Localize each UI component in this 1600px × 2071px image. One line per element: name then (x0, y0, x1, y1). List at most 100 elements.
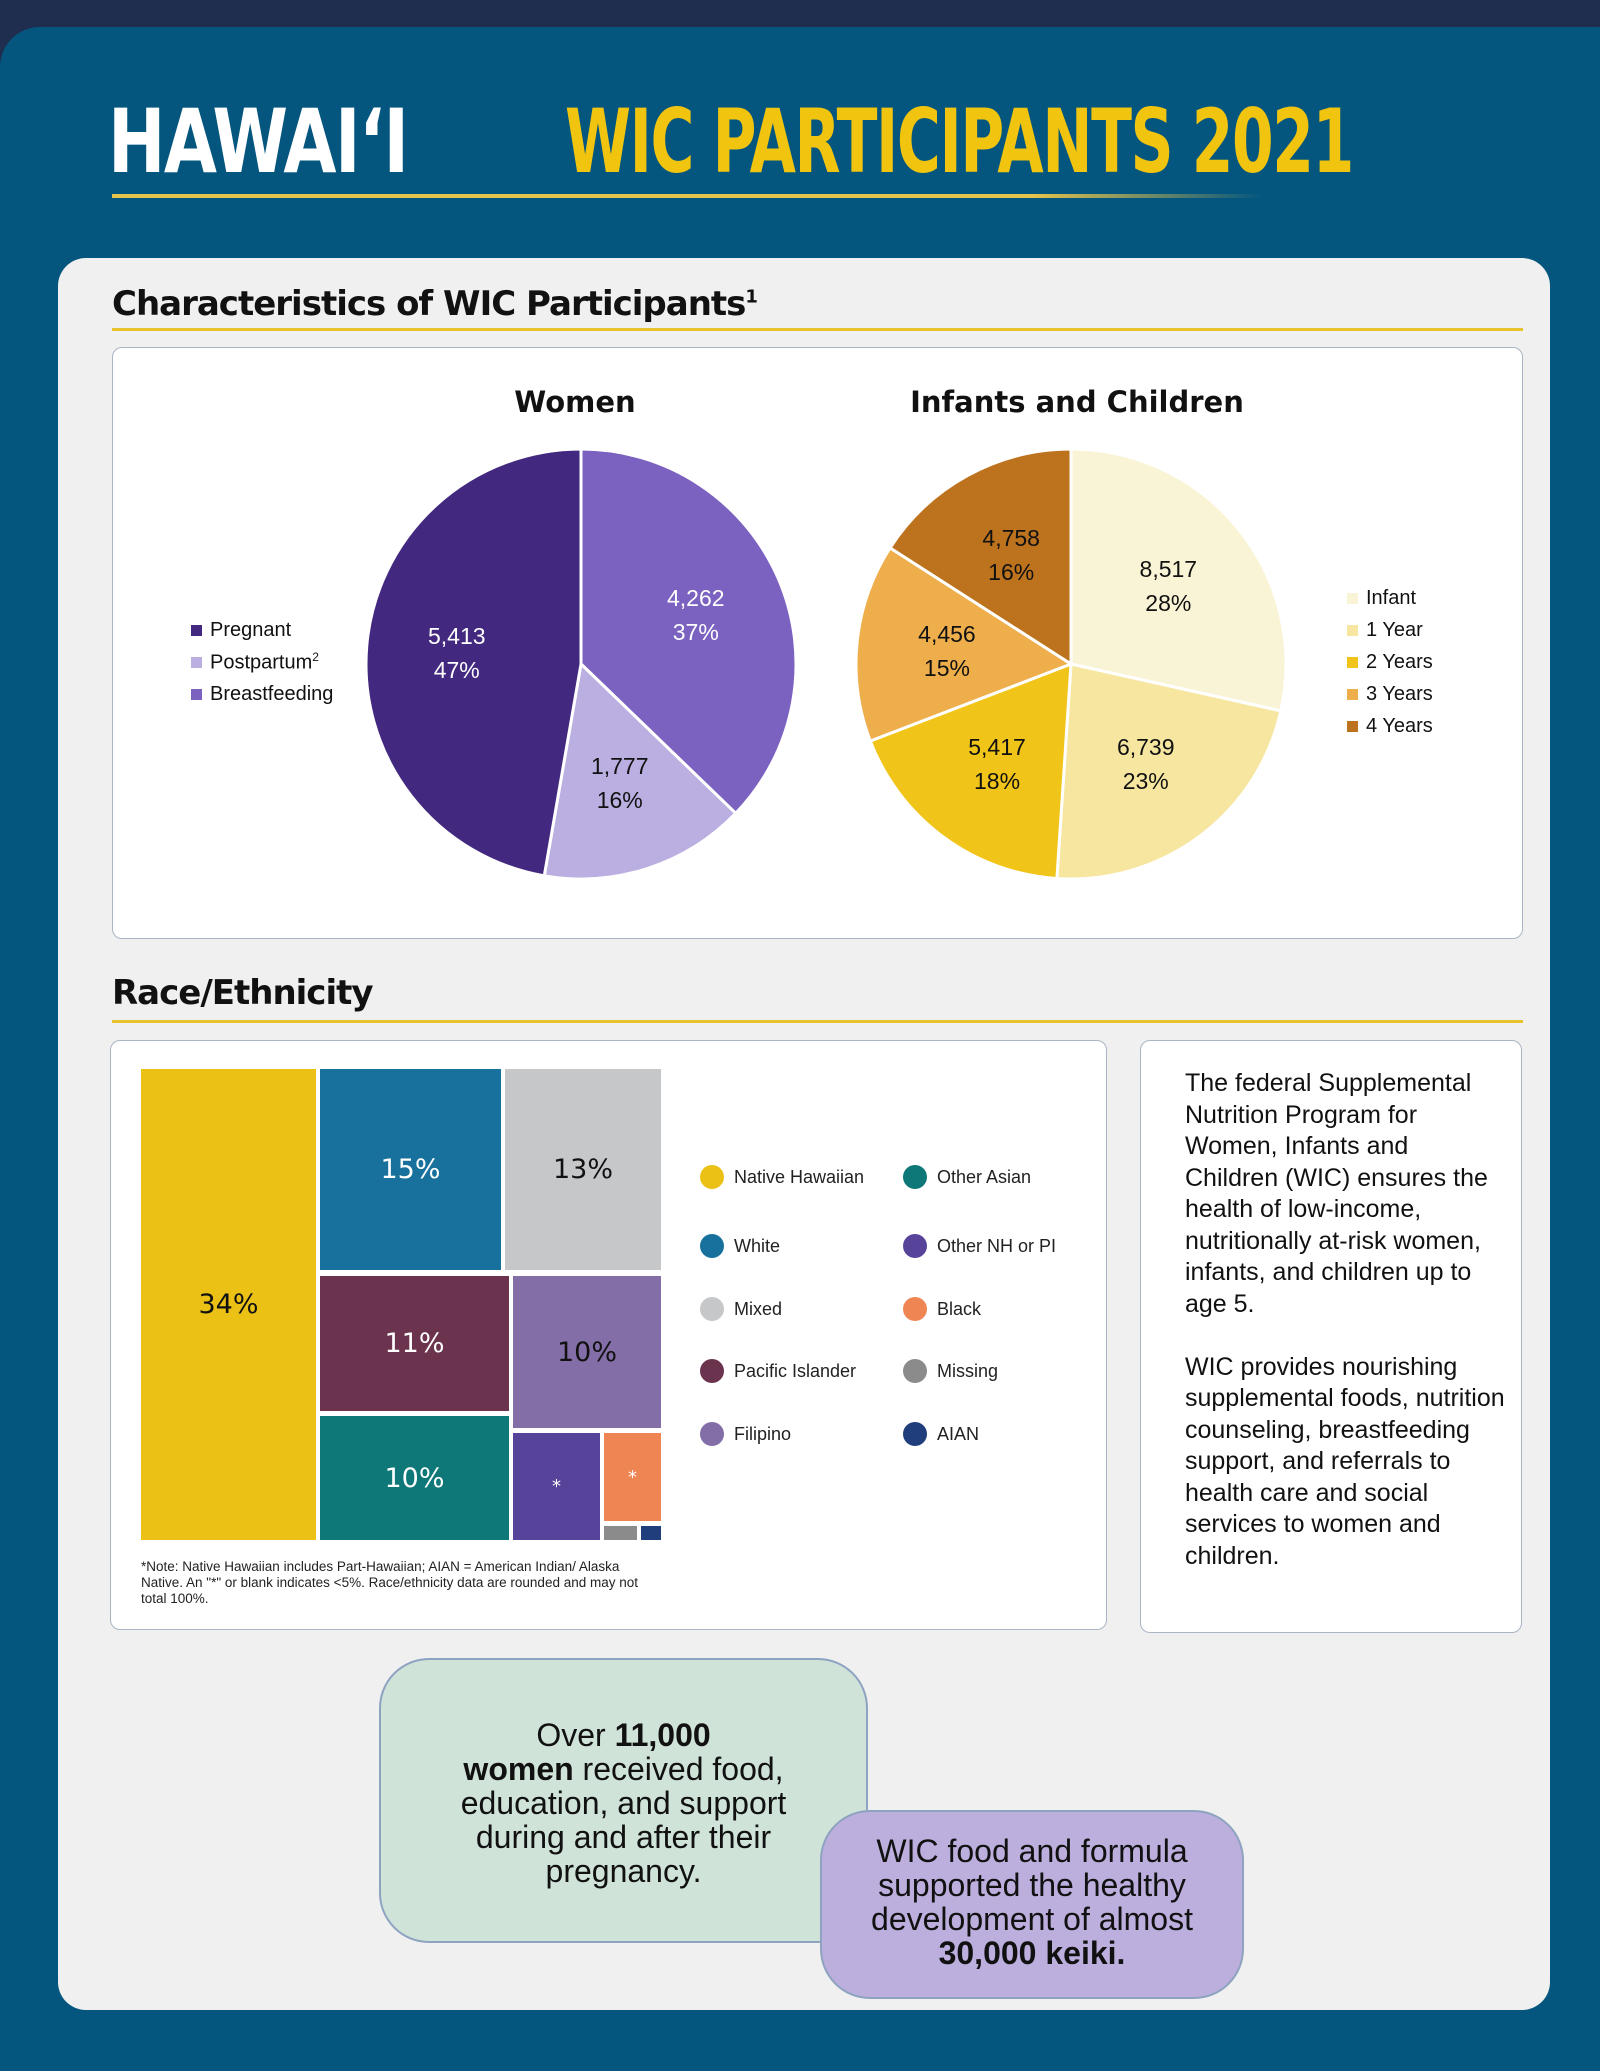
header-title: WIC PARTICIPANTS 2021 (565, 90, 1354, 193)
treemap-cell-missing (604, 1526, 637, 1540)
legend-item: 1 Year (1347, 614, 1433, 646)
race-legend-item: Mixed (700, 1297, 782, 1321)
legend-label: Pacific Islander (734, 1360, 857, 1381)
callout-number: 30,000 keiki. (938, 1935, 1126, 1971)
pie-value: 5,413 (427, 623, 486, 650)
treemap-cell-native-hawaiian: 34% (141, 1069, 316, 1540)
women-legend: Pregnant Postpartum2 Breastfeeding (191, 614, 333, 710)
pie-data-label: 4,456 15% (918, 617, 976, 685)
info-box (1140, 1040, 1522, 1633)
legend-swatch (191, 624, 202, 636)
section-divider (112, 1020, 1523, 1023)
treemap-cell-pacific-islander: 11% (320, 1276, 509, 1411)
race-note: *Note: Native Hawaiian includes Part-Haw… (141, 1559, 639, 1606)
race-legend-item: Missing (903, 1359, 998, 1383)
pie-data-label: 5,417 18% (968, 730, 1026, 798)
legend-dot (700, 1422, 724, 1446)
info-paragraph: WIC provides nourishing supplemental foo… (1185, 1352, 1505, 1570)
legend-item: 3 Years (1347, 678, 1433, 710)
legend-dot (700, 1297, 724, 1321)
legend-label: Other NH or PI (937, 1235, 1057, 1256)
pie-percent: 47% (433, 657, 480, 684)
pie-percent: 28% (1145, 590, 1192, 617)
pie-data-label: 1,777 16% (591, 749, 649, 817)
race-legend-item: Black (903, 1297, 981, 1321)
legend-swatch (191, 656, 202, 668)
pie-percent: 16% (988, 558, 1035, 585)
pie-value: 1,777 (590, 752, 649, 779)
treemap-cell-black: * (604, 1433, 661, 1521)
pie-value: 6,739 (1116, 733, 1175, 760)
legend-item: Infant (1347, 582, 1433, 614)
women-callout: Over 11,000 women received food, educatio… (379, 1658, 868, 1943)
pie-value: 8,517 (1139, 556, 1198, 583)
pie-data-label: 6,739 23% (1117, 730, 1175, 798)
legend-label: Filipino (734, 1423, 792, 1444)
treemap-cell-other-nh-or-pi: * (513, 1433, 600, 1540)
pie-value: 5,417 (968, 734, 1026, 761)
pie-slice-2-years (868, 661, 1073, 881)
race-legend-item: Other Asian (903, 1165, 1031, 1189)
race-legend-item: White (700, 1234, 780, 1258)
legend-item: Pregnant (191, 614, 333, 646)
pie-percent: 23% (1122, 767, 1169, 794)
legend-dot (903, 1234, 927, 1258)
characteristics-chart-box (112, 347, 1523, 939)
treemap-cell-mixed: 13% (505, 1069, 661, 1270)
pie-data-label: 8,517 28% (1140, 552, 1198, 620)
callout-text: Over (536, 1717, 615, 1753)
legend-dot (903, 1165, 927, 1189)
pie-percent: 16% (596, 786, 643, 813)
pie-percent: 18% (973, 768, 1021, 795)
legend-dot (700, 1359, 724, 1383)
legend-dot (903, 1359, 927, 1383)
pie-value: 4,758 (982, 524, 1040, 551)
pie-slice-infant (1069, 447, 1288, 713)
pie-percent: 37% (672, 619, 719, 646)
legend-dot (903, 1422, 927, 1446)
pie-value: 4,262 (666, 585, 725, 612)
treemap-cell-other-asian: 10% (320, 1416, 509, 1540)
legend-dot (700, 1165, 724, 1189)
pie-slice-4-years (887, 447, 1073, 667)
info-paragraph: The federal Supplemental Nutrition Progr… (1185, 1069, 1488, 1318)
race-legend-item: Filipino (700, 1422, 791, 1446)
legend-label: Breastfeeding (210, 682, 334, 705)
race-legend-item: Other NH or PI (903, 1234, 1056, 1258)
legend-label: Pregnant (210, 618, 292, 641)
legend-label: Mixed (734, 1298, 783, 1319)
pie-slice-1-year (1055, 662, 1283, 881)
footnote-mark: 1 (745, 286, 757, 308)
legend-item: Breastfeeding (191, 678, 333, 710)
infants-legend: Infant 1 Year 2 Years 3 Years 4 Years (1347, 582, 1433, 742)
legend-label: White (734, 1235, 781, 1256)
legend-label: Missing (937, 1360, 999, 1381)
race-legend-item: AIAN (903, 1422, 979, 1446)
pie-slice-pregnant (364, 447, 583, 878)
legend-label: Other Asian (937, 1166, 1032, 1187)
legend-item: 4 Years (1347, 710, 1433, 742)
pie-data-label: 5,413 47% (428, 619, 486, 687)
callout-text: received food, education, and support du… (460, 1751, 787, 1889)
header-place: HAWAIʻI (108, 90, 409, 193)
race-heading: Race/Ethnicity (112, 973, 374, 1013)
legend-swatch (191, 688, 202, 700)
infants-pie-title: Infants and Children (910, 385, 1244, 419)
legend-swatch (1347, 688, 1358, 700)
legend-label: 4 Years (1366, 714, 1433, 737)
treemap-cell-white: 15% (320, 1069, 501, 1270)
characteristics-heading: Characteristics of WIC Participants1 (112, 284, 758, 324)
women-pie-title: Women (514, 385, 636, 419)
legend-label: Native Hawaiian (734, 1166, 865, 1187)
pie-data-label: 4,758 16% (982, 521, 1040, 589)
callout-number: 11,000 (614, 1717, 711, 1753)
legend-label: AIAN (937, 1423, 980, 1444)
legend-swatch (1347, 656, 1358, 668)
pie-slice-breastfeeding (579, 447, 798, 816)
legend-label: 2 Years (1366, 650, 1433, 673)
treemap-cell-aian (641, 1526, 661, 1540)
info-text: The federal Supplemental Nutrition Progr… (1185, 1068, 1505, 1572)
legend-dot (700, 1234, 724, 1258)
pie-value: 4,456 (918, 621, 976, 648)
legend-dot (903, 1297, 927, 1321)
